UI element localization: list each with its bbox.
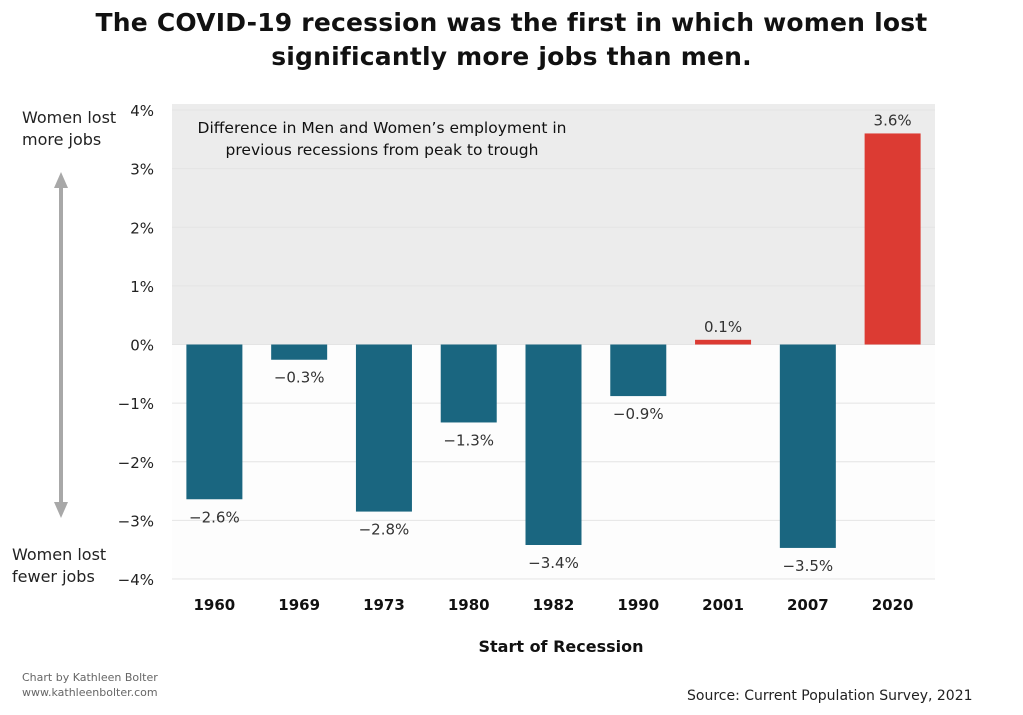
x-tick-label: 1969 [278,596,320,614]
bar-1990 [610,344,667,397]
x-axis-label: Start of Recession [478,637,643,656]
y-tick-label: −3% [118,512,154,530]
label-women-lost-fewer-line-1: Women lost [12,545,107,564]
arrow-down-icon [54,502,68,518]
x-tick-label: 2001 [702,596,744,614]
label-women-lost-more-line-1: Women lost [22,108,117,127]
y-tick-label: −2% [118,454,154,472]
chart-title-line-1: The COVID-19 recession was the first in … [95,8,928,37]
y-tick-label: 1% [130,278,154,296]
x-tick-label: 2007 [787,596,829,614]
bar-value-label: −2.6% [189,508,240,526]
bar-value-label: −1.3% [443,431,494,449]
data-source: Source: Current Population Survey, 2021 [687,688,973,704]
y-axis-ticks: 4% 3% 2% 1% 0% −1% −2% −3% −4% [118,102,154,589]
direction-arrow [54,172,68,518]
bar-value-label: −3.4% [528,554,579,572]
bar-2007 [779,344,836,548]
bar-1980 [440,344,497,423]
bar-1973 [355,344,412,512]
label-women-lost-fewer: Women lost fewer jobs [12,544,106,588]
x-tick-label: 2020 [872,596,914,614]
bar-1982 [525,344,582,545]
x-tick-label: 1980 [448,596,490,614]
x-tick-label: 1990 [617,596,659,614]
bar-value-label: 3.6% [874,111,912,129]
chart-annotation: Difference in Men and Women’s employment… [198,119,567,159]
x-axis-ticks: 1960 1969 1973 1980 1982 1990 2001 2007 2020 [194,596,914,614]
y-tick-label: 0% [130,337,154,355]
y-tick-label: 3% [130,161,154,179]
chart-title-line-2: significantly more jobs than men. [271,42,752,71]
label-women-lost-more-line-2: more jobs [22,130,102,149]
bar-value-label: −0.9% [613,405,664,423]
bars: −2.6% −0.3% −2.8% −1.3% −3.4% −0.9% 0.1% −3.5% 3… [186,111,921,575]
bar-value-label: −2.8% [359,521,410,539]
annotation-line-1: Difference in Men and Women’s employment… [198,119,567,137]
bar-value-label: 0.1% [704,318,742,336]
x-tick-label: 1982 [533,596,575,614]
annotation-line-2: previous recessions from peak to trough [226,141,539,159]
chart-credit-author: Chart by Kathleen Bolter [22,671,158,684]
bar-1969 [271,344,328,360]
bar-value-label: −0.3% [274,369,325,387]
y-tick-label: 4% [130,102,154,120]
x-tick-label: 1960 [194,596,236,614]
label-women-lost-more: Women lost more jobs [22,107,116,151]
positive-region-shading [172,104,935,345]
x-tick-label: 1973 [363,596,405,614]
label-women-lost-fewer-line-2: fewer jobs [12,567,95,586]
chart-credit-website: www.kathleenbolter.com [22,686,158,699]
bar-2020 [864,133,921,345]
y-tick-label: −4% [118,571,154,589]
bar-value-label: −3.5% [782,557,833,575]
y-tick-label: −1% [118,395,154,413]
y-tick-label: 2% [130,219,154,237]
bar-1960 [186,344,243,500]
bar-2001 [695,339,752,345]
arrow-up-icon [54,172,68,188]
